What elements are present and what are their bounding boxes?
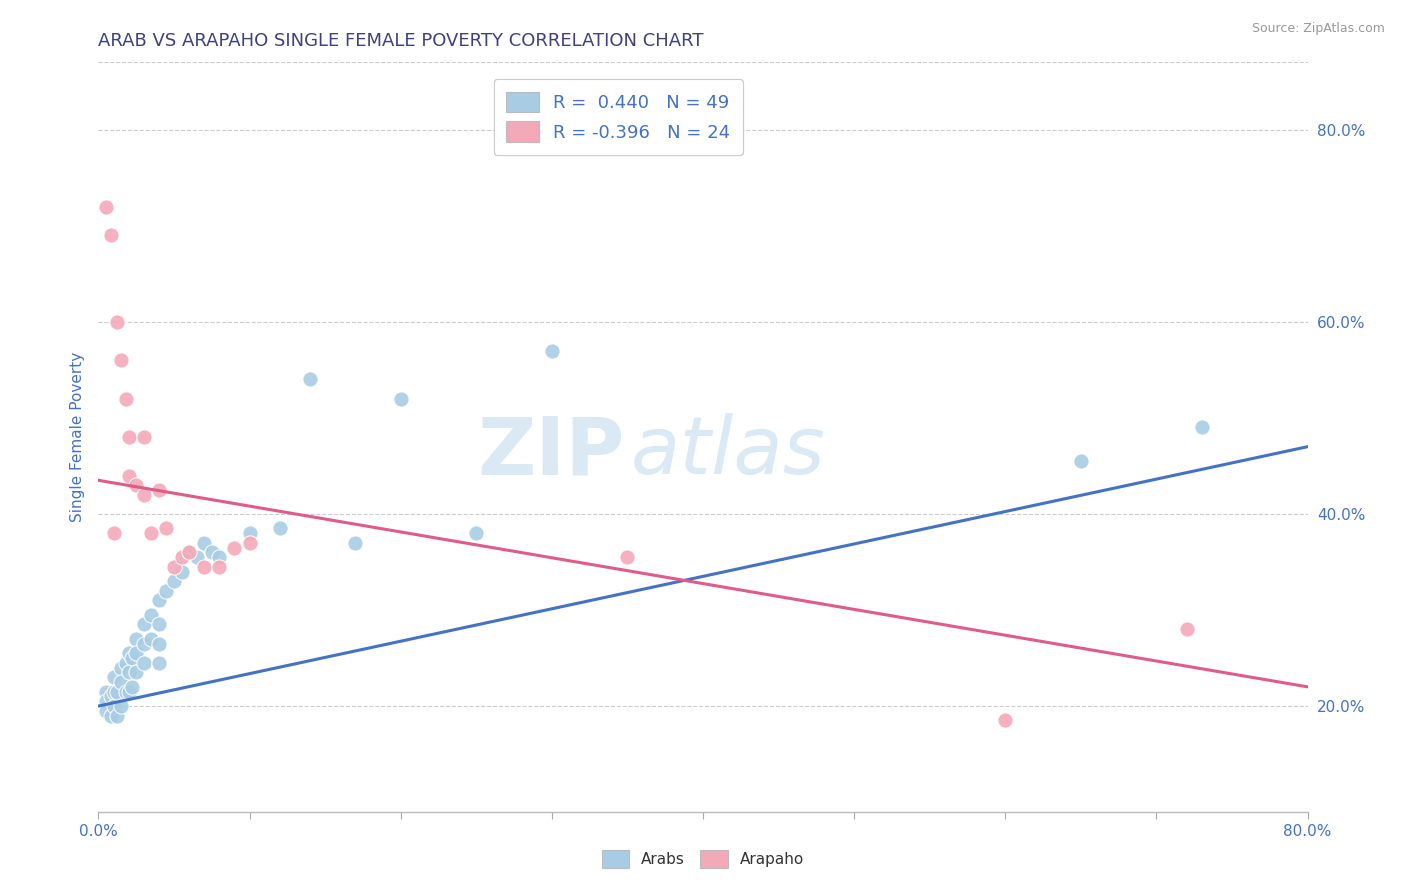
Point: [201, 545, 224, 559]
Point: [155, 583, 177, 598]
Point: [110, 675, 132, 690]
Point: [208, 550, 231, 565]
Point: [269, 521, 291, 535]
Point: [208, 559, 231, 574]
Point: [114, 392, 136, 406]
Point: [193, 559, 215, 574]
Point: [132, 430, 155, 444]
Point: [148, 637, 170, 651]
Point: [100, 690, 122, 704]
Point: [132, 637, 155, 651]
Point: [1191, 420, 1213, 434]
Y-axis label: Single Female Poverty: Single Female Poverty: [69, 352, 84, 522]
Point: [103, 684, 125, 698]
Point: [224, 541, 246, 555]
Point: [148, 617, 170, 632]
Point: [103, 699, 125, 714]
Point: [193, 535, 215, 549]
Point: [118, 665, 141, 680]
Point: [125, 632, 148, 646]
Point: [94, 684, 117, 698]
Point: [125, 665, 148, 680]
Point: [125, 646, 148, 660]
Point: [389, 392, 412, 406]
Point: [239, 526, 262, 541]
Point: [105, 708, 128, 723]
Point: [141, 607, 163, 622]
Point: [179, 545, 201, 559]
Point: [118, 684, 141, 698]
Point: [1070, 454, 1092, 468]
Point: [148, 656, 170, 670]
Point: [616, 550, 638, 565]
Legend: R =  0.440   N = 49, R = -0.396   N = 24: R = 0.440 N = 49, R = -0.396 N = 24: [494, 79, 742, 155]
Point: [125, 478, 148, 492]
Point: [465, 526, 488, 541]
Point: [121, 651, 143, 665]
Point: [118, 430, 141, 444]
Text: ARAB VS ARAPAHO SINGLE FEMALE POVERTY CORRELATION CHART: ARAB VS ARAPAHO SINGLE FEMALE POVERTY CO…: [98, 32, 704, 50]
Point: [344, 535, 367, 549]
Text: ZIP: ZIP: [477, 413, 624, 491]
Point: [121, 680, 143, 694]
Point: [148, 483, 170, 497]
Point: [148, 593, 170, 607]
Point: [540, 343, 562, 358]
Point: [105, 684, 128, 698]
Point: [100, 228, 122, 243]
Text: atlas: atlas: [630, 413, 825, 491]
Point: [994, 714, 1017, 728]
Point: [239, 535, 262, 549]
Point: [103, 670, 125, 684]
Point: [103, 526, 125, 541]
Point: [94, 704, 117, 718]
Point: [110, 353, 132, 368]
Point: [94, 694, 117, 708]
Point: [114, 684, 136, 698]
Text: Source: ZipAtlas.com: Source: ZipAtlas.com: [1251, 22, 1385, 36]
Point: [170, 550, 193, 565]
Point: [163, 574, 186, 589]
Legend: Arabs, Arapaho: Arabs, Arapaho: [593, 843, 813, 875]
Point: [141, 526, 163, 541]
Point: [110, 660, 132, 674]
Point: [105, 315, 128, 329]
Point: [170, 565, 193, 579]
Point: [132, 488, 155, 502]
Point: [186, 550, 208, 565]
Point: [94, 200, 117, 214]
Point: [110, 699, 132, 714]
Point: [114, 656, 136, 670]
Point: [118, 468, 141, 483]
Point: [299, 372, 322, 386]
Point: [163, 559, 186, 574]
Point: [141, 632, 163, 646]
Point: [100, 708, 122, 723]
Point: [1175, 622, 1198, 636]
Point: [132, 656, 155, 670]
Point: [155, 521, 177, 535]
Point: [118, 646, 141, 660]
Point: [179, 545, 201, 559]
Point: [132, 617, 155, 632]
